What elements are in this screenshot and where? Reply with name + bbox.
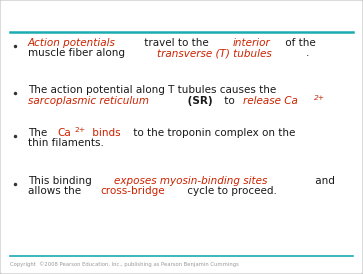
Text: Ca: Ca bbox=[57, 128, 71, 138]
Text: This binding: This binding bbox=[28, 176, 95, 186]
Text: allows the: allows the bbox=[28, 187, 84, 196]
Text: binds: binds bbox=[89, 128, 121, 138]
Text: Copyright  ©2008 Pearson Education, Inc., publishing as Pearson Benjamin Cumming: Copyright ©2008 Pearson Education, Inc.,… bbox=[10, 261, 239, 267]
Text: .: . bbox=[305, 48, 309, 59]
Text: of the: of the bbox=[282, 38, 315, 48]
Text: The action potential along T tubules causes the: The action potential along T tubules cau… bbox=[28, 85, 276, 95]
Text: cycle to proceed.: cycle to proceed. bbox=[184, 187, 277, 196]
Text: 2+: 2+ bbox=[314, 95, 325, 101]
Text: release Ca: release Ca bbox=[243, 96, 298, 105]
Text: and: and bbox=[312, 176, 335, 186]
Text: to: to bbox=[221, 96, 238, 105]
Text: cross-bridge: cross-bridge bbox=[101, 187, 166, 196]
Text: travel to the: travel to the bbox=[141, 38, 212, 48]
Text: 2+: 2+ bbox=[75, 127, 86, 133]
Text: transverse (T) tubules: transverse (T) tubules bbox=[157, 48, 272, 59]
Text: to the troponin complex on the: to the troponin complex on the bbox=[130, 128, 295, 138]
Text: sarcoplasmic reticulum: sarcoplasmic reticulum bbox=[28, 96, 149, 105]
Text: (SR): (SR) bbox=[184, 96, 213, 105]
Text: Action potentials: Action potentials bbox=[28, 38, 116, 48]
Text: exposes myosin-binding sites: exposes myosin-binding sites bbox=[114, 176, 268, 186]
Text: interior: interior bbox=[233, 38, 271, 48]
Text: thin filaments.: thin filaments. bbox=[28, 138, 104, 149]
Text: The: The bbox=[28, 128, 50, 138]
Text: muscle fiber along: muscle fiber along bbox=[28, 48, 128, 59]
